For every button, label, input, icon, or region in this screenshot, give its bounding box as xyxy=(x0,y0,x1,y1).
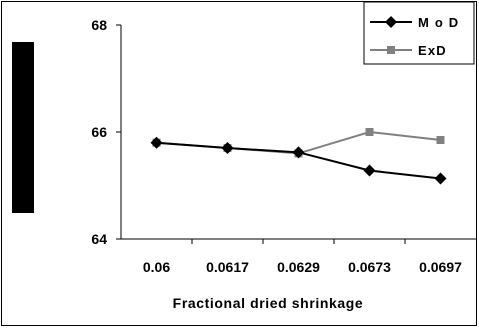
legend-marker-mod xyxy=(385,16,397,28)
legend-label-exd: ExD xyxy=(418,43,447,58)
legend-label-mod: M o D xyxy=(418,15,459,30)
data-point-mod xyxy=(292,146,305,159)
data-point-exd xyxy=(365,128,374,136)
legend: M o D ExD xyxy=(363,1,475,65)
y-tick-label: 64 xyxy=(91,231,107,247)
y-tick-label: 68 xyxy=(91,17,107,33)
data-point-mod xyxy=(363,164,376,177)
data-point-mod xyxy=(434,172,447,185)
data-point-exd xyxy=(436,136,445,145)
series-group xyxy=(150,128,447,185)
x-tick-label: 0.0617 xyxy=(206,259,249,275)
axes xyxy=(116,24,476,244)
x-tick-label: 0.0697 xyxy=(419,259,462,275)
y-tick-labels: 64 66 68 xyxy=(91,17,107,247)
x-axis-title: Fractional dried shrinkage xyxy=(173,295,364,311)
legend-box xyxy=(363,1,475,65)
data-point-mod xyxy=(221,142,234,155)
y-tick-label: 66 xyxy=(91,124,107,140)
x-tick-label: 0.0673 xyxy=(348,259,391,275)
data-point-mod xyxy=(150,136,163,149)
left-black-bar xyxy=(12,42,34,213)
x-tick-label: 0.06 xyxy=(143,259,170,275)
x-tick-label: 0.0629 xyxy=(277,259,320,275)
legend-marker-exd xyxy=(387,46,395,54)
x-tick-labels: 0.06 0.0617 0.0629 0.0673 0.0697 xyxy=(143,259,462,275)
